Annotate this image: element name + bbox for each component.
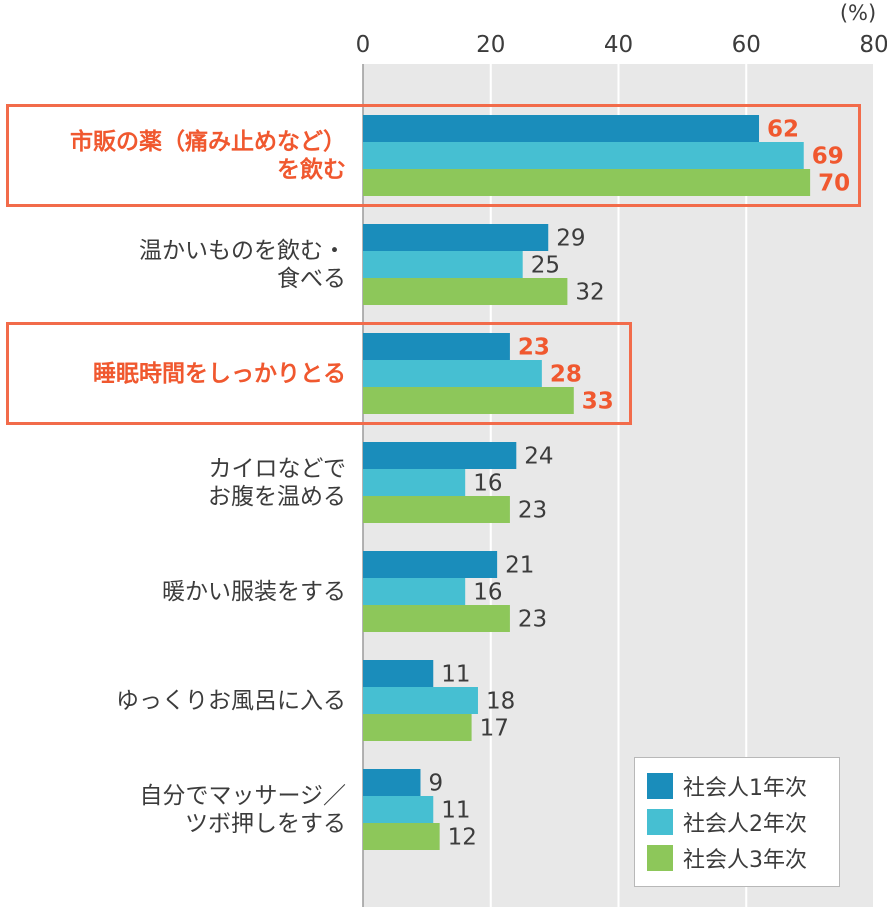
value-label: 9 [428,771,443,797]
value-label: 21 [505,553,534,579]
category-label-line: を飲む [277,156,346,183]
value-label: 17 [480,716,509,742]
value-labels: 6269702925322328332416232116231118179111… [428,117,850,851]
value-label: 24 [524,444,553,470]
bar [363,823,440,850]
category-label-line: 市販の薬（痛み止めなど） [70,128,346,155]
category-label: カイロなどで お腹を温める [208,455,346,511]
legend-item-year3: 社会人3年次 [647,840,827,876]
x-tick-label: 60 [732,32,761,58]
value-label: 11 [441,798,470,824]
value-label: 25 [531,253,560,279]
legend-item-year2: 社会人2年次 [647,804,827,840]
bar [363,660,434,687]
value-label: 70 [818,171,850,197]
category-label-line: ゆっくりお風呂に入る [116,687,346,714]
value-label: 32 [575,280,604,306]
bar [363,714,472,741]
bar [363,551,498,578]
category-label-line: 温かいものを飲む・ [139,237,346,264]
legend-swatch-year3 [647,845,673,871]
value-label: 23 [518,335,550,361]
bar [363,360,542,387]
x-tick-label: 80 [859,32,887,58]
bar [363,796,434,823]
category-label-line: 自分でマッサージ／ [139,782,346,809]
category-label: ゆっくりお風呂に入る [116,687,346,715]
legend-label-year1: 社会人1年次 [683,776,807,801]
category-label: 温かいものを飲む・ 食べる [139,237,346,293]
bar [363,251,523,278]
bar [363,169,811,196]
category-label: 自分でマッサージ／ ツボ押しをする [139,782,346,838]
value-label: 16 [473,580,502,606]
x-tick-labels: 0 20 40 60 80 [356,32,887,58]
bar [363,387,574,414]
bar [363,469,466,496]
value-label: 23 [518,498,547,524]
legend-item-year1: 社会人1年次 [647,768,827,804]
value-label: 11 [441,662,470,688]
value-label: 12 [448,825,477,851]
value-label: 29 [556,226,585,252]
category-label-line: お腹を温める [208,483,346,510]
legend-swatch-year1 [647,773,673,799]
bar [363,769,421,796]
legend: 社会人1年次 社会人2年次 社会人3年次 [634,757,840,887]
bar [363,278,568,305]
bar [363,142,804,169]
bar [363,578,466,605]
legend-label-year3: 社会人3年次 [683,848,807,873]
bar [363,224,549,251]
bar [363,115,760,142]
x-tick-label: 0 [356,32,371,58]
category-label-line: ツボ押しをする [185,810,346,837]
category-label-line: 睡眠時間をしっかりとる [93,360,346,387]
value-label: 69 [812,144,844,170]
category-label: 市販の薬（痛み止めなど） を飲む [70,128,346,184]
value-label: 28 [550,362,582,388]
bar [363,333,510,360]
bar [363,442,517,469]
value-label: 18 [486,689,515,715]
value-label: 33 [582,389,614,415]
legend-label-year2: 社会人2年次 [683,812,807,837]
category-label-line: カイロなどで [208,455,346,482]
value-label: 62 [767,117,799,143]
value-label: 16 [473,471,502,497]
x-tick-label: 40 [604,32,633,58]
category-label-line: 暖かい服装をする [162,578,346,605]
x-tick-label: 20 [476,32,505,58]
category-label: 睡眠時間をしっかりとる [93,360,346,388]
unit-label: (%) [840,1,876,25]
bar [363,605,510,632]
bar [363,687,478,714]
bar [363,496,510,523]
bars [363,115,811,850]
value-label: 23 [518,607,547,633]
category-label: 暖かい服装をする [162,578,346,606]
legend-swatch-year2 [647,809,673,835]
category-label-line: 食べる [277,265,346,292]
